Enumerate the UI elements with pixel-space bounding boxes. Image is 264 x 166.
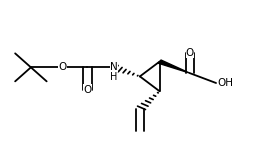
Polygon shape bbox=[158, 60, 190, 73]
Text: O: O bbox=[83, 85, 92, 95]
Text: OH: OH bbox=[217, 78, 233, 88]
Text: N: N bbox=[110, 62, 117, 72]
Text: O: O bbox=[186, 48, 194, 58]
Text: O: O bbox=[58, 62, 67, 72]
Text: H: H bbox=[110, 72, 117, 82]
